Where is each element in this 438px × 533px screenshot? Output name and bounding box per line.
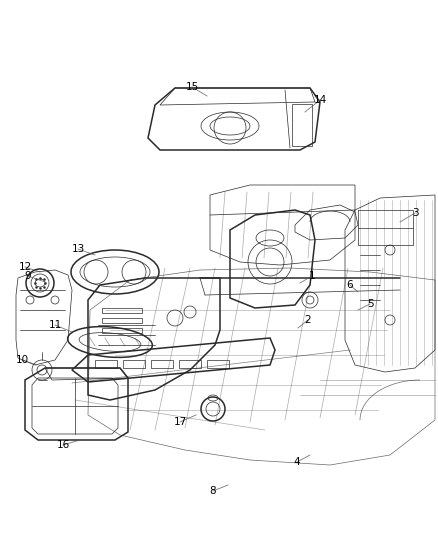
Text: 16: 16 [57, 440, 70, 450]
Text: 12: 12 [18, 262, 32, 272]
Bar [179, 360, 201, 368]
Text: 6: 6 [347, 280, 353, 290]
Bar [151, 360, 173, 368]
Text: 2: 2 [305, 315, 311, 325]
Text: 5: 5 [367, 299, 373, 309]
Bar [358, 210, 413, 245]
Bar [102, 328, 142, 333]
Text: 17: 17 [173, 417, 187, 427]
Text: 15: 15 [185, 82, 198, 92]
Text: 3: 3 [412, 208, 418, 218]
Bar [292, 104, 312, 146]
Text: 1: 1 [309, 271, 315, 281]
Bar [95, 360, 117, 368]
Text: 14: 14 [313, 95, 327, 105]
Bar [102, 318, 142, 323]
Text: 13: 13 [71, 244, 85, 254]
Text: 10: 10 [15, 355, 28, 365]
Text: 4: 4 [294, 457, 300, 467]
Bar [123, 360, 145, 368]
Text: 8: 8 [210, 486, 216, 496]
Text: 11: 11 [48, 320, 62, 330]
Bar [102, 308, 142, 313]
Text: 9: 9 [25, 271, 31, 281]
Bar [207, 360, 229, 368]
